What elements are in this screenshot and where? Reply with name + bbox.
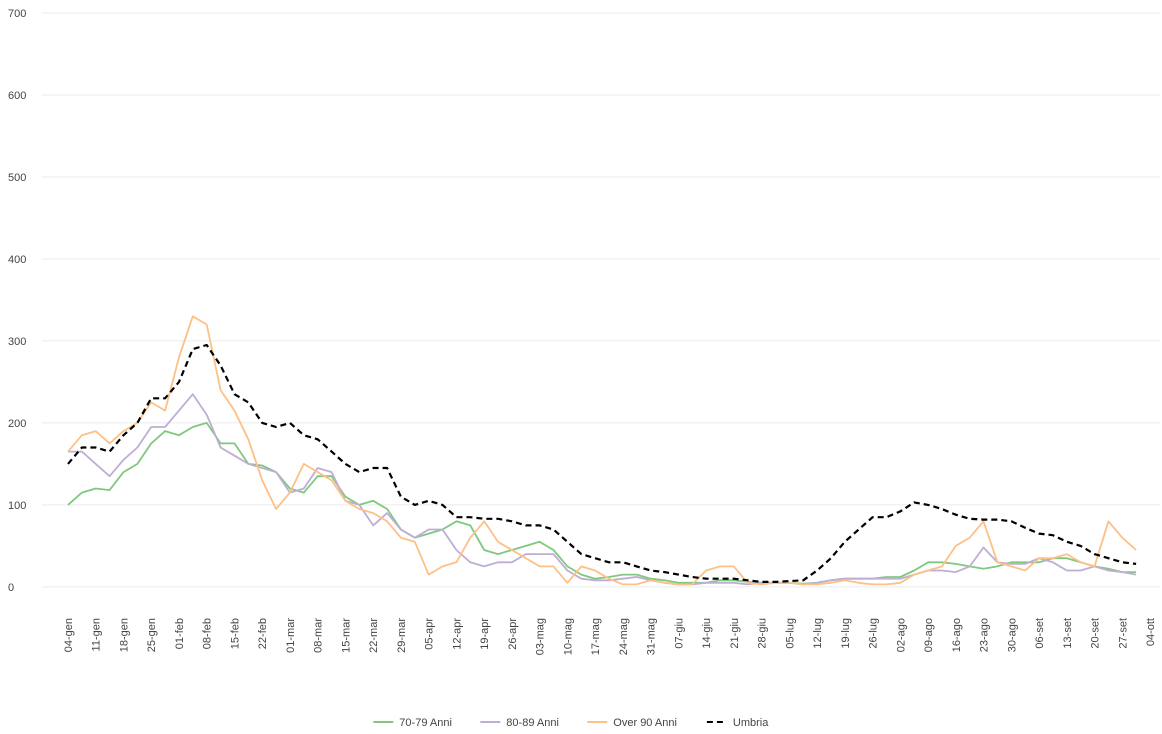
x-tick-label: 31-mag: [646, 618, 658, 655]
x-tick-label: 08-feb: [202, 618, 214, 649]
x-tick-label: 15-mar: [340, 618, 352, 653]
x-tick-label: 12-apr: [451, 618, 463, 650]
x-tick-label: 06-set: [1034, 618, 1046, 649]
x-tick-label: 11-gen: [91, 618, 103, 651]
x-tick-label: 08-mar: [313, 618, 325, 653]
x-tick-label: 14-giu: [701, 618, 713, 649]
y-tick-label: 700: [8, 8, 26, 20]
y-tick-label: 200: [8, 418, 26, 430]
series-line: [67, 343, 1137, 583]
x-tick-label: 28-giu: [757, 618, 769, 649]
x-tick-label: 04-ott: [1145, 618, 1157, 646]
x-tick-label: 19-lug: [840, 618, 852, 649]
x-tick-label: 01-feb: [174, 618, 186, 649]
x-tick-label: 10-mag: [562, 618, 574, 655]
y-tick-label: 100: [8, 500, 26, 512]
y-tick-label: 0: [8, 582, 14, 594]
legend-item: Over 90 Anni: [587, 717, 677, 729]
legend-item: Umbria: [706, 717, 769, 729]
x-tick-label: 25-gen: [146, 618, 158, 652]
legend-label: 70-79 Anni: [399, 717, 452, 729]
x-tick-label: 22-feb: [257, 618, 269, 649]
x-tick-label: 15-feb: [229, 618, 241, 649]
y-tick-label: 600: [8, 90, 26, 102]
x-tick-label: 05-lug: [784, 618, 796, 649]
x-tick-label: 18-gen: [118, 618, 130, 652]
y-tick-label: 500: [8, 172, 26, 184]
x-tick-label: 01-mar: [285, 618, 297, 653]
legend-label: Over 90 Anni: [613, 717, 677, 729]
y-tick-label: 300: [8, 336, 26, 348]
x-tick-label: 12-lug: [812, 618, 824, 649]
x-tick-label: 19-apr: [479, 618, 491, 650]
x-tick-label: 30-ago: [1006, 618, 1018, 652]
x-tick-label: 20-set: [1090, 618, 1102, 649]
x-tick-label: 13-set: [1062, 618, 1074, 649]
x-tick-label: 17-mag: [590, 618, 602, 655]
x-tick-label: 02-ago: [895, 618, 907, 652]
x-tick-label: 05-apr: [424, 618, 436, 650]
series-line: [68, 393, 1137, 586]
x-tick-label: 09-ago: [923, 618, 935, 652]
x-tick-label: 22-mar: [368, 618, 380, 653]
x-tick-label: 04-gen: [63, 618, 75, 652]
x-tick-label: 26-lug: [868, 618, 880, 649]
x-tick-label: 07-giu: [673, 618, 685, 649]
legend-label: Umbria: [733, 717, 769, 729]
series-line: [67, 315, 1137, 586]
y-tick-label: 400: [8, 254, 26, 266]
legend-item: 70-79 Anni: [373, 717, 452, 729]
x-tick-label: 16-ago: [951, 618, 963, 652]
x-tick-label: 24-mag: [618, 618, 630, 655]
x-tick-label: 21-giu: [729, 618, 741, 649]
series-line: [67, 422, 1137, 585]
x-tick-label: 26-apr: [507, 618, 519, 650]
x-tick-label: 03-mag: [535, 618, 547, 655]
legend-item: 80-89 Anni: [480, 717, 559, 729]
x-tick-label: 29-mar: [396, 618, 408, 653]
x-tick-label: 23-ago: [979, 618, 991, 652]
legend-label: 80-89 Anni: [506, 717, 559, 729]
x-tick-label: 27-set: [1117, 618, 1129, 649]
